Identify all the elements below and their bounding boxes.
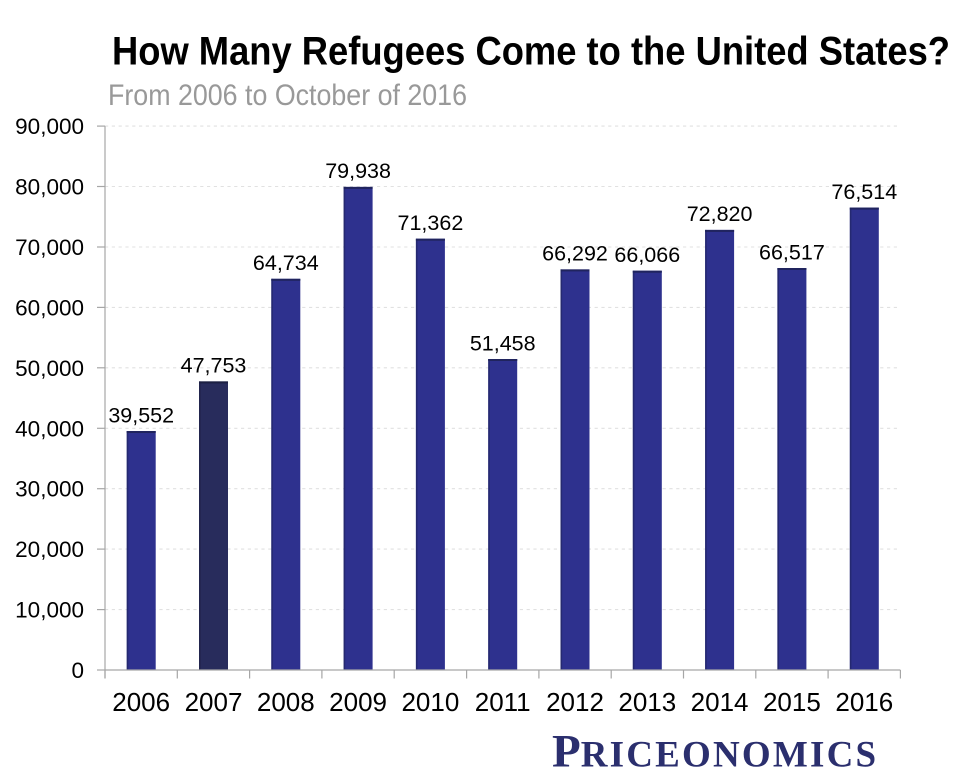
svg-text:72,820: 72,820: [687, 202, 753, 226]
svg-text:90,000: 90,000: [15, 114, 84, 139]
svg-text:64,734: 64,734: [253, 251, 319, 275]
svg-text:70,000: 70,000: [15, 235, 84, 260]
svg-text:66,292: 66,292: [542, 242, 608, 266]
svg-text:2016: 2016: [835, 687, 893, 717]
svg-text:2009: 2009: [329, 687, 387, 717]
svg-text:2012: 2012: [546, 687, 604, 717]
svg-text:76,514: 76,514: [831, 180, 897, 204]
svg-text:How Many Refugees Come to the: How Many Refugees Come to the United Sta…: [112, 30, 950, 74]
svg-text:51,458: 51,458: [470, 331, 536, 355]
svg-text:10,000: 10,000: [15, 598, 84, 623]
svg-text:20,000: 20,000: [15, 537, 84, 562]
svg-text:79,938: 79,938: [325, 159, 391, 183]
svg-text:47,753: 47,753: [181, 354, 247, 378]
svg-text:2007: 2007: [185, 687, 243, 717]
svg-text:From 2006 to October of 2016: From 2006 to October of 2016: [108, 79, 467, 112]
svg-text:39,552: 39,552: [108, 403, 174, 427]
svg-text:60,000: 60,000: [15, 295, 84, 320]
svg-text:66,066: 66,066: [614, 243, 680, 267]
svg-text:2006: 2006: [112, 687, 170, 717]
svg-text:2015: 2015: [763, 687, 821, 717]
svg-text:2013: 2013: [618, 687, 676, 717]
svg-text:2008: 2008: [257, 687, 315, 717]
svg-text:66,517: 66,517: [759, 240, 825, 264]
svg-text:2011: 2011: [475, 687, 531, 717]
svg-text:PRICEONOMICS: PRICEONOMICS: [552, 726, 878, 778]
svg-text:0: 0: [71, 658, 84, 683]
svg-text:71,362: 71,362: [398, 211, 464, 235]
svg-text:50,000: 50,000: [15, 356, 84, 381]
svg-text:2010: 2010: [401, 687, 459, 717]
svg-text:30,000: 30,000: [15, 477, 84, 502]
svg-text:40,000: 40,000: [15, 416, 84, 441]
svg-text:2014: 2014: [691, 687, 749, 717]
svg-text:80,000: 80,000: [15, 175, 84, 200]
